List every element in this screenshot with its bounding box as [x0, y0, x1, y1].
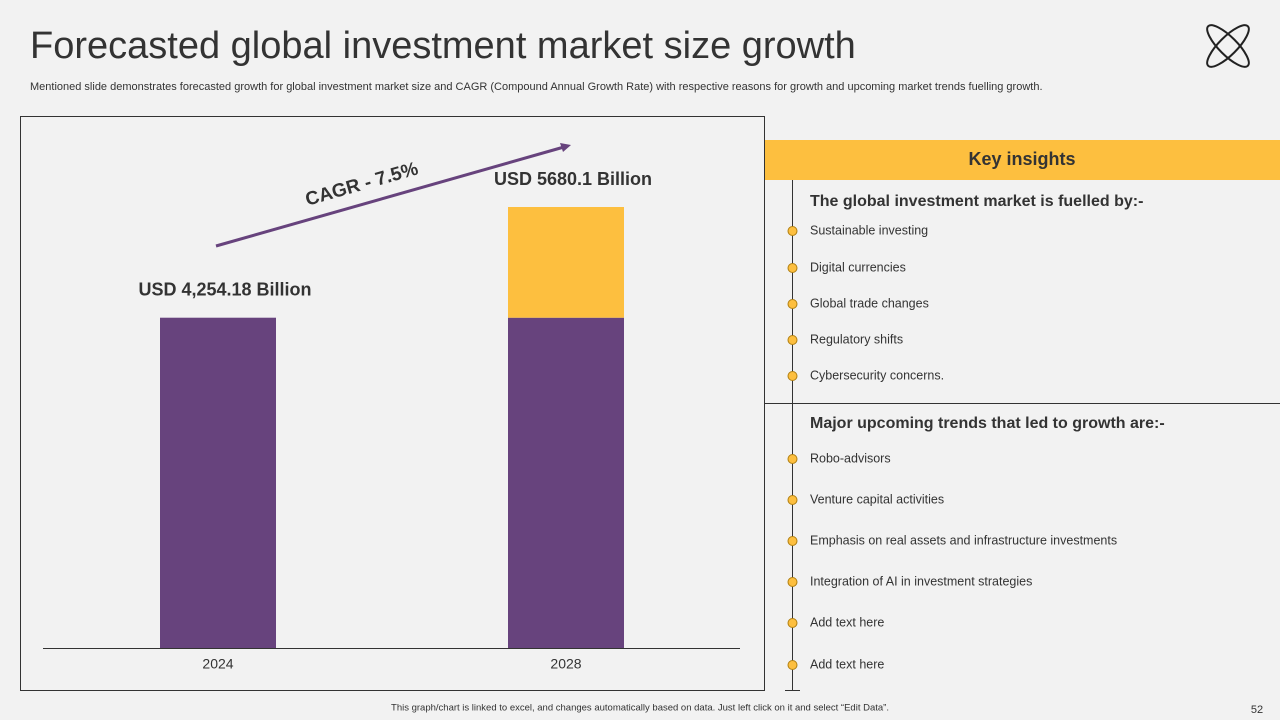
total-label: USD 4,254.18 Billion [138, 279, 311, 299]
bullet [787, 371, 798, 381]
bullet [787, 226, 798, 236]
section-heading: Major upcoming trends that led to growth… [810, 415, 1165, 432]
insights-title: Key insights [968, 149, 1075, 169]
insight-item: Global trade changes [810, 296, 929, 310]
insight-item: Robo-advisors [810, 451, 891, 465]
bar-segment [508, 207, 624, 318]
insights-header [765, 140, 1280, 180]
footer-note: This graph/chart is linked to excel, and… [391, 703, 889, 714]
x-tick-label: 2024 [202, 656, 233, 672]
bar-segment [160, 317, 276, 648]
x-tick-label: 2028 [550, 656, 581, 672]
bullet [787, 454, 798, 464]
insight-item: Add text here [810, 657, 884, 671]
insight-item: Sustainable investing [810, 223, 928, 237]
section-heading: The global investment market is fuelled … [810, 193, 1143, 210]
bullet [787, 299, 798, 309]
insight-item: Regulatory shifts [810, 332, 903, 346]
total-label: USD 5680.1 Billion [494, 169, 652, 189]
slide-subtitle: Mentioned slide demonstrates forecasted … [30, 81, 1043, 93]
bullet [787, 618, 798, 628]
logo [1206, 24, 1250, 68]
chart-frame [20, 116, 765, 691]
slide-title: Forecasted global investment market size… [30, 25, 856, 67]
insight-item: Digital currencies [810, 260, 906, 274]
bullet [787, 577, 798, 587]
bullet [787, 335, 798, 345]
insight-item: Add text here [810, 615, 884, 629]
bullet [787, 536, 798, 546]
insight-item: Emphasis on real assets and infrastructu… [810, 533, 1117, 547]
page-number: 52 [1251, 704, 1263, 716]
bullet [787, 263, 798, 273]
insight-item: Venture capital activities [810, 492, 944, 506]
insight-item: Integration of AI in investment strategi… [810, 574, 1032, 588]
bullet [787, 660, 798, 670]
insight-item: Cybersecurity concerns. [810, 368, 944, 382]
bullet [787, 495, 798, 505]
cagr-arrow [215, 143, 571, 248]
bar-segment [508, 317, 624, 648]
